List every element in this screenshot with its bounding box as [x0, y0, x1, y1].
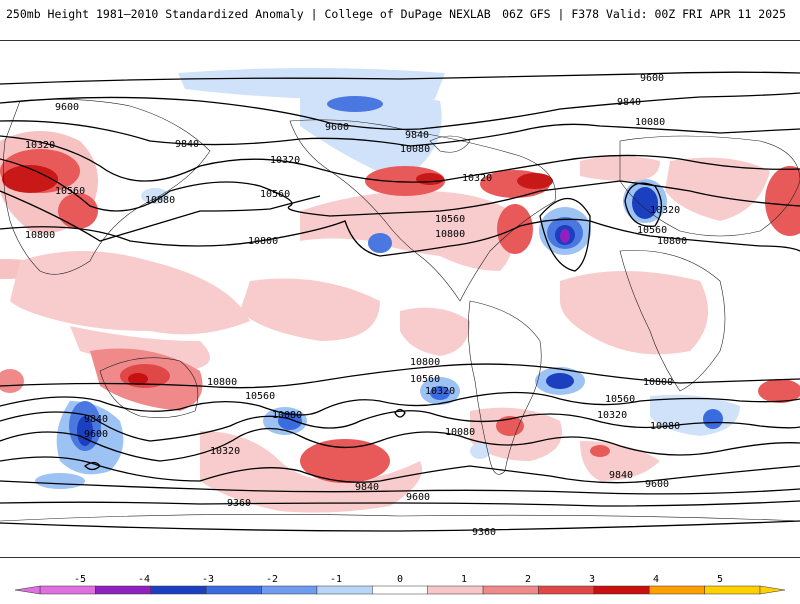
contour-label: 9600 [640, 73, 664, 84]
anomaly-fills [0, 68, 800, 513]
contour-label: 10080 [650, 421, 680, 432]
colorbar-swatch [427, 585, 484, 595]
contour-label: 10320 [597, 410, 627, 421]
colorbar: -5 -4 -3 -2 -1 0 1 2 3 4 5 [0, 558, 800, 600]
contour-label: 9600 [325, 122, 349, 133]
contour-label: 9840 [84, 414, 108, 425]
colorbar-svg: -5 -4 -3 -2 -1 0 1 2 3 4 5 [14, 574, 786, 595]
colorbar-tick-label: 0 [397, 574, 403, 585]
contour-label: 10800 [25, 230, 55, 241]
contour-label: 10080 [635, 117, 665, 128]
colorbar-swatch [593, 585, 650, 595]
contour-label: 10320 [210, 446, 240, 457]
contour-label: 10560 [605, 394, 635, 405]
contour-label: 9840 [175, 139, 199, 150]
anomaly-map: 9600 9600 9600 9840 9840 9840 10080 1008… [0, 68, 800, 538]
colorbar-tick-label: 5 [717, 574, 723, 585]
colorbar-swatch [95, 585, 152, 595]
contour-label: 9600 [84, 429, 108, 440]
contour-label: 9600 [406, 492, 430, 503]
colorbar-tick-label: 4 [653, 574, 659, 585]
colorbar-tick-label: -4 [138, 574, 150, 585]
colorbar-swatches [14, 585, 786, 595]
colorbar-labels: -5 -4 -3 -2 -1 0 1 2 3 4 5 [74, 574, 723, 585]
contour-label: 9840 [405, 130, 429, 141]
contour-label: 10320 [270, 155, 300, 166]
header: 250mb Height 1981–2010 Standardized Anom… [0, 0, 800, 40]
colorbar-tick-label: -5 [74, 574, 86, 585]
contour-label: 9840 [355, 482, 379, 493]
contour-label: 10800 [207, 377, 237, 388]
colorbar-tick-label: -1 [330, 574, 342, 585]
colorbar-swatch [648, 585, 705, 595]
contour-label-group: 9600 9600 9600 9840 9840 9840 10080 1008… [25, 73, 687, 538]
colorbar-swatch [316, 585, 373, 595]
map-title: 250mb Height 1981–2010 Standardized Anom… [6, 7, 491, 21]
contour-label: 10560 [245, 391, 275, 402]
run-info: 06Z GFS | F378 Valid: 00Z FRI APR 11 202… [502, 7, 786, 21]
contour-label: 10800 [643, 377, 673, 388]
contour-label: 10560 [410, 374, 440, 385]
contour-label: 10800 [435, 229, 465, 240]
contour-label: 9360 [472, 527, 496, 538]
contour-label: 10800 [657, 236, 687, 247]
contour-label: 10320 [425, 386, 455, 397]
contour-label: 10320 [650, 205, 680, 216]
colorbar-swatch [482, 585, 539, 595]
map-panel[interactable]: 9600 9600 9600 9840 9840 9840 10080 1008… [0, 40, 800, 558]
colorbar-swatch [150, 585, 207, 595]
contour-label: 9600 [55, 102, 79, 113]
colorbar-swatch [261, 585, 318, 595]
colorbar-swatch [372, 585, 428, 595]
contour-label: 10800 [248, 236, 278, 247]
contour-label: 9600 [645, 479, 669, 490]
colorbar-swatch [205, 585, 262, 595]
colorbar-tick-label: 1 [461, 574, 467, 585]
contour-label: 10560 [435, 214, 465, 225]
colorbar-tick-label: 2 [525, 574, 531, 585]
colorbar-tick-label: 3 [589, 574, 595, 585]
contour-label: 10560 [260, 189, 290, 200]
colorbar-right-arrow [759, 585, 786, 595]
colorbar-swatch [538, 585, 595, 595]
colorbar-swatch [39, 585, 96, 595]
colorbar-tick-label: -2 [266, 574, 278, 585]
contour-label: 10080 [445, 427, 475, 438]
contour-label: 9840 [617, 97, 641, 108]
contour-label: 10560 [55, 186, 85, 197]
colorbar-tick-label: -3 [202, 574, 214, 585]
contour-label: 10080 [400, 144, 430, 155]
contour-label: 9840 [609, 470, 633, 481]
colorbar-swatch [704, 585, 761, 595]
contour-label: 10080 [145, 195, 175, 206]
contour-label: 10320 [25, 140, 55, 151]
contour-label: 9360 [227, 498, 251, 509]
contour-label: 10560 [637, 225, 667, 236]
contour-label: 10080 [272, 410, 302, 421]
height-contours [0, 71, 800, 532]
colorbar-left-arrow [14, 585, 41, 595]
contour-label: 10800 [410, 357, 440, 368]
contour-label: 10320 [462, 173, 492, 184]
